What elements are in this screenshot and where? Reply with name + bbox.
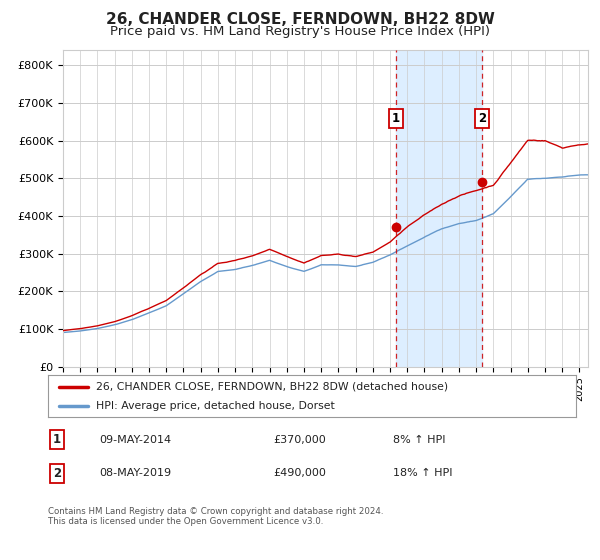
Text: 18% ↑ HPI: 18% ↑ HPI (393, 468, 452, 478)
Text: 08-MAY-2019: 08-MAY-2019 (99, 468, 171, 478)
Text: Contains HM Land Registry data © Crown copyright and database right 2024.
This d: Contains HM Land Registry data © Crown c… (48, 507, 383, 526)
Text: 8% ↑ HPI: 8% ↑ HPI (393, 435, 445, 445)
Text: 26, CHANDER CLOSE, FERNDOWN, BH22 8DW: 26, CHANDER CLOSE, FERNDOWN, BH22 8DW (106, 12, 494, 27)
Bar (396, 50, 482, 367)
Text: 09-MAY-2014: 09-MAY-2014 (99, 435, 171, 445)
Text: 2: 2 (53, 466, 61, 480)
Text: 1: 1 (53, 433, 61, 446)
Text: £490,000: £490,000 (273, 468, 326, 478)
Text: 2: 2 (478, 111, 486, 125)
Text: 26, CHANDER CLOSE, FERNDOWN, BH22 8DW (detached house): 26, CHANDER CLOSE, FERNDOWN, BH22 8DW (d… (95, 381, 448, 391)
Text: 1: 1 (392, 111, 400, 125)
Text: £370,000: £370,000 (273, 435, 326, 445)
Text: HPI: Average price, detached house, Dorset: HPI: Average price, detached house, Dors… (95, 401, 334, 411)
Text: Price paid vs. HM Land Registry's House Price Index (HPI): Price paid vs. HM Land Registry's House … (110, 25, 490, 38)
